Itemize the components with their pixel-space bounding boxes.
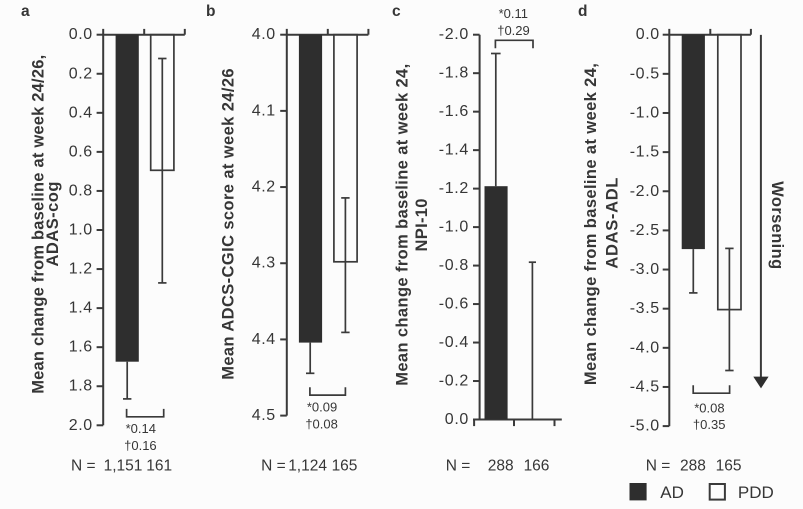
svg-text:1.2: 1.2 bbox=[69, 261, 93, 278]
svg-text:-0.8: -0.8 bbox=[439, 257, 469, 274]
svg-text:-0.5: -0.5 bbox=[630, 65, 660, 82]
svg-text:-4.5: -4.5 bbox=[630, 378, 660, 395]
svg-text:Mean change from baseline at w: Mean change from baseline at week 24, bbox=[394, 64, 412, 386]
svg-text:-0.4: -0.4 bbox=[439, 334, 469, 351]
svg-text:a: a bbox=[21, 3, 30, 20]
svg-text:288: 288 bbox=[680, 458, 706, 475]
svg-text:-0.6: -0.6 bbox=[439, 296, 469, 313]
svg-text:0.6: 0.6 bbox=[69, 143, 93, 160]
svg-text:-1.4: -1.4 bbox=[439, 142, 469, 159]
svg-text:d: d bbox=[578, 3, 587, 20]
svg-text:-2.0: -2.0 bbox=[630, 183, 660, 200]
svg-text:1,124: 1,124 bbox=[288, 458, 327, 475]
svg-text:1.4: 1.4 bbox=[69, 300, 93, 317]
svg-text:AD: AD bbox=[660, 483, 684, 502]
svg-text:*0.09: *0.09 bbox=[307, 400, 337, 415]
svg-text:Worsening: Worsening bbox=[768, 181, 786, 269]
svg-text:-1.0: -1.0 bbox=[439, 219, 469, 236]
svg-text:1.8: 1.8 bbox=[69, 378, 93, 395]
svg-text:0.0: 0.0 bbox=[445, 411, 469, 428]
svg-text:N =: N = bbox=[261, 458, 286, 475]
svg-text:*0.14: *0.14 bbox=[126, 421, 156, 436]
svg-text:ADAS-cog: ADAS-cog bbox=[44, 182, 62, 267]
svg-text:0.8: 0.8 bbox=[69, 182, 93, 199]
svg-text:Mean change from baseline at w: Mean change from baseline at week 24, bbox=[582, 63, 600, 385]
svg-text:-1.0: -1.0 bbox=[630, 104, 660, 121]
svg-text:-5.0: -5.0 bbox=[630, 418, 660, 435]
svg-text:-2.5: -2.5 bbox=[630, 222, 660, 239]
svg-text:†0.16: †0.16 bbox=[124, 438, 157, 453]
svg-text:NPI-10: NPI-10 bbox=[413, 199, 431, 252]
svg-text:4.2: 4.2 bbox=[252, 179, 276, 196]
svg-text:4.3: 4.3 bbox=[252, 255, 276, 272]
svg-text:-1.6: -1.6 bbox=[439, 103, 469, 120]
svg-text:-3.0: -3.0 bbox=[630, 261, 660, 278]
svg-text:N =: N = bbox=[646, 458, 671, 475]
svg-text:†0.35: †0.35 bbox=[693, 417, 726, 432]
svg-text:N =: N = bbox=[446, 458, 471, 475]
svg-text:Mean change from baseline at w: Mean change from baseline at week 24/26, bbox=[30, 55, 48, 394]
svg-text:165: 165 bbox=[716, 458, 742, 475]
svg-text:b: b bbox=[206, 3, 215, 20]
svg-text:-1.5: -1.5 bbox=[630, 144, 660, 161]
svg-text:165: 165 bbox=[332, 458, 358, 475]
svg-text:1,151: 1,151 bbox=[104, 458, 143, 475]
svg-text:0.2: 0.2 bbox=[69, 65, 93, 82]
svg-text:-4.0: -4.0 bbox=[630, 339, 660, 356]
svg-text:-0.2: -0.2 bbox=[439, 373, 469, 390]
svg-text:166: 166 bbox=[524, 458, 550, 475]
svg-text:161: 161 bbox=[146, 458, 172, 475]
svg-text:4.1: 4.1 bbox=[252, 102, 276, 119]
svg-text:4.5: 4.5 bbox=[252, 407, 276, 424]
svg-text:*0.11: *0.11 bbox=[499, 6, 528, 21]
svg-text:288: 288 bbox=[488, 458, 514, 475]
svg-text:*0.08: *0.08 bbox=[694, 400, 724, 415]
svg-text:-1.2: -1.2 bbox=[439, 180, 469, 197]
svg-text:4.0: 4.0 bbox=[252, 26, 276, 43]
svg-text:4.4: 4.4 bbox=[252, 331, 276, 348]
svg-text:-3.5: -3.5 bbox=[630, 300, 660, 317]
svg-text:†0.08: †0.08 bbox=[305, 416, 338, 431]
svg-text:-1.8: -1.8 bbox=[439, 65, 469, 82]
svg-text:c: c bbox=[392, 3, 401, 20]
svg-text:Mean ADCS-CGIC score at week 2: Mean ADCS-CGIC score at week 24/26 bbox=[220, 68, 238, 379]
svg-text:0.0: 0.0 bbox=[69, 26, 93, 43]
svg-text:†0.29: †0.29 bbox=[497, 23, 530, 38]
svg-text:2.0: 2.0 bbox=[69, 417, 93, 434]
svg-text:PDD: PDD bbox=[738, 483, 774, 502]
svg-text:0.4: 0.4 bbox=[69, 104, 93, 121]
svg-text:N =: N = bbox=[71, 458, 96, 475]
svg-text:1.6: 1.6 bbox=[69, 339, 93, 356]
svg-text:1.0: 1.0 bbox=[69, 222, 93, 239]
svg-text:-2.0: -2.0 bbox=[439, 26, 469, 43]
svg-text:0.0: 0.0 bbox=[636, 26, 660, 43]
svg-text:ADAS-ADL: ADAS-ADL bbox=[603, 178, 621, 269]
